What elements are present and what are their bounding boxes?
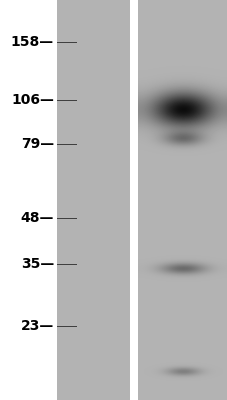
Text: 48—: 48—	[20, 211, 54, 225]
Text: 79—: 79—	[21, 137, 54, 151]
Text: 35—: 35—	[21, 257, 54, 271]
Text: 23—: 23—	[21, 319, 54, 333]
Text: 158—: 158—	[11, 35, 54, 49]
Text: 106—: 106—	[11, 93, 54, 107]
